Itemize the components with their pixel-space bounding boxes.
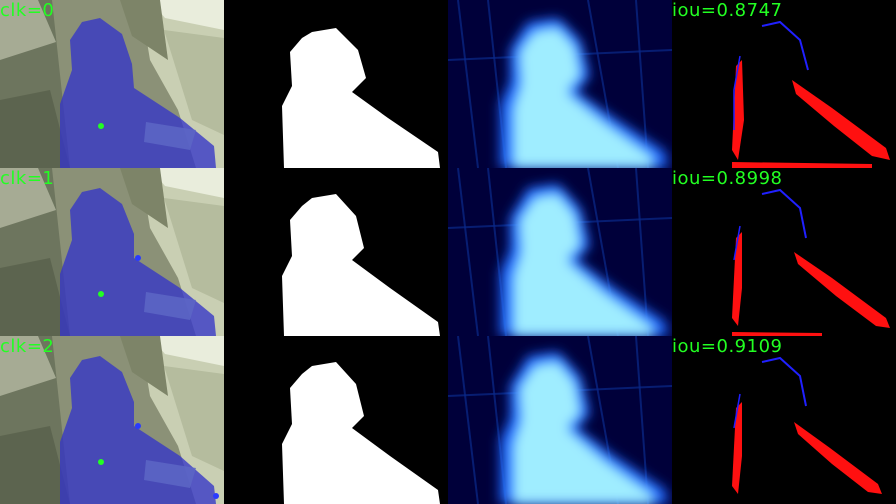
heatmap [448,168,672,336]
error-map [672,0,896,168]
car-seat-photo-overlay [0,0,224,168]
probability-heatmap-row-2 [448,336,672,504]
binary-mask [224,336,448,504]
error-map-row-2: iou=0.9109 [672,336,896,504]
predicted-mask-row-2 [224,336,448,504]
error-map [672,336,896,504]
predicted-mask-row-0 [224,0,448,168]
car-seat-photo-overlay [0,168,224,336]
overlay-image-row-1: clk=1 [0,168,224,336]
error-map-row-1: iou=0.8998 [672,168,896,336]
binary-mask [224,0,448,168]
probability-heatmap-row-0 [448,0,672,168]
predicted-mask-row-1 [224,168,448,336]
error-map-row-0: iou=0.8747 [672,0,896,168]
heatmap [448,336,672,504]
heatmap [448,0,672,168]
overlay-image-row-2: clk=2 [0,336,224,504]
probability-heatmap-row-1 [448,168,672,336]
error-map [672,168,896,336]
car-seat-photo-overlay [0,336,224,504]
binary-mask [224,168,448,336]
overlay-image-row-0: clk=0 [0,0,224,168]
